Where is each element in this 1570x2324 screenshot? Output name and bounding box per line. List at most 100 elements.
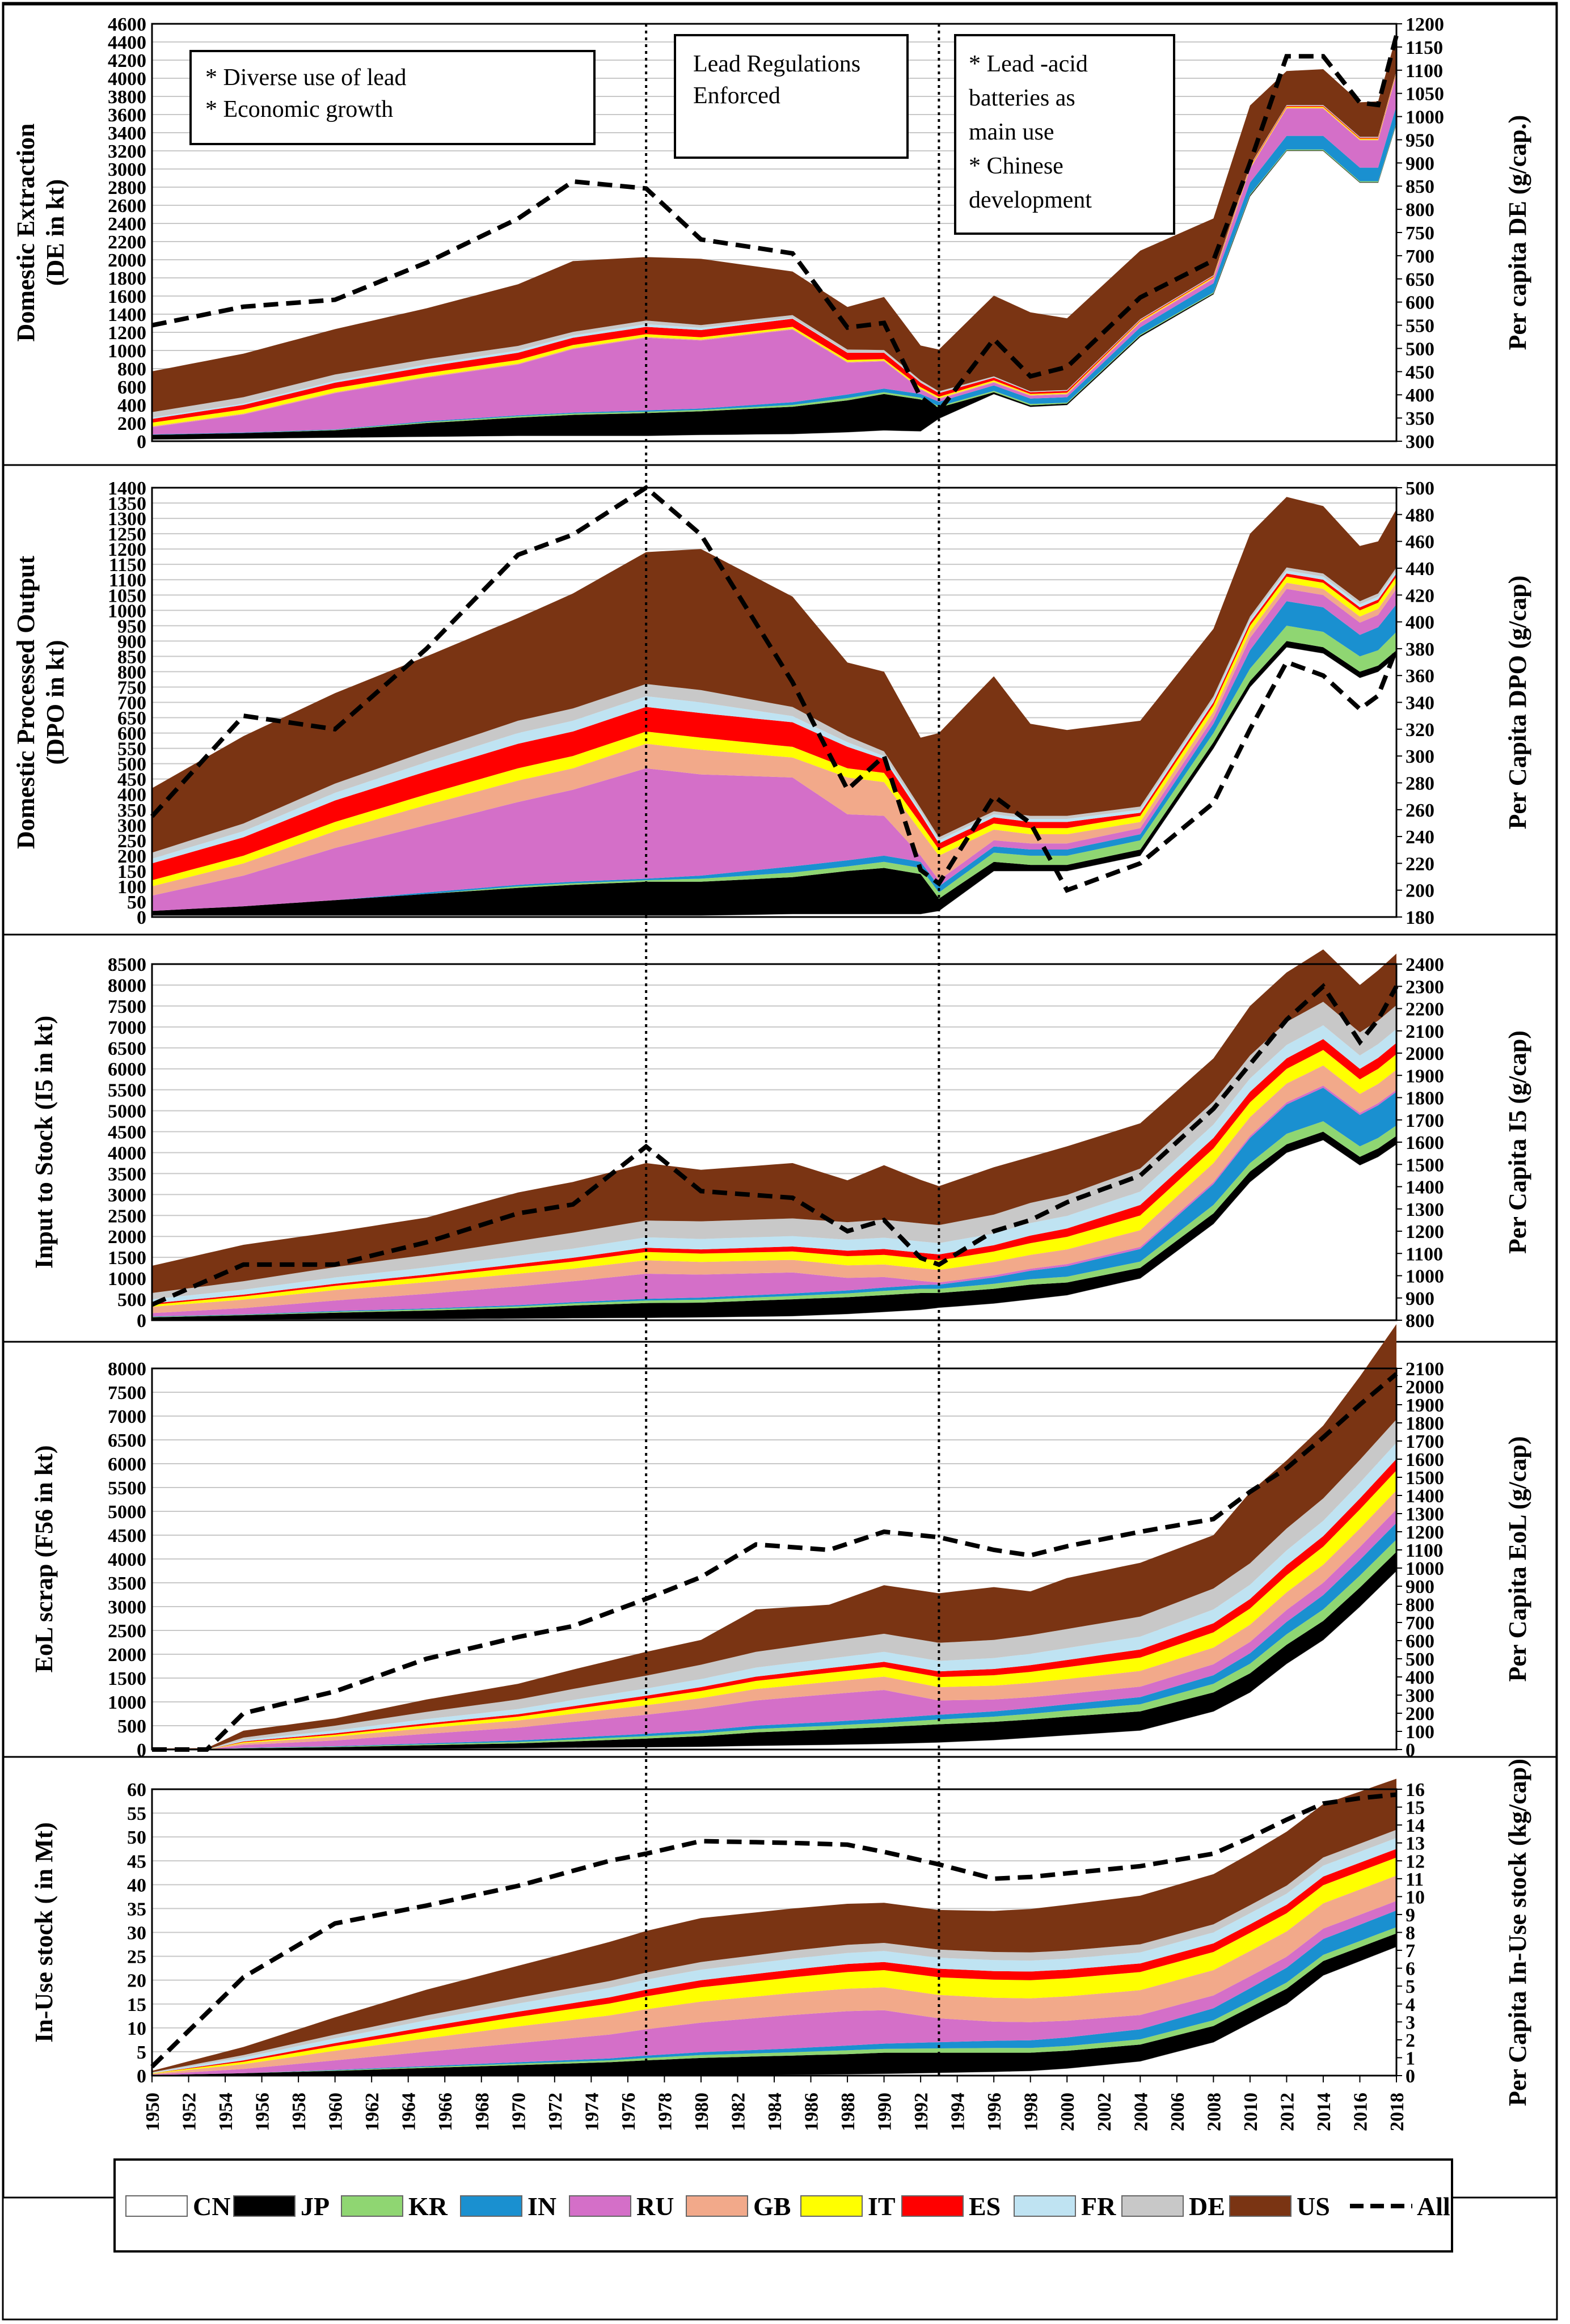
plot-area-frame: [151, 1367, 1398, 1751]
y-tick-label: 35: [127, 1899, 146, 1920]
legend-swatch-es: [901, 2195, 964, 2217]
y2-tick-label: 1800: [1406, 1088, 1444, 1109]
legend-swatch-jp: [233, 2195, 296, 2217]
y-tick-label: 450: [117, 770, 146, 791]
plot-area-frame: [151, 487, 1398, 918]
per-capita-all-line: [151, 35, 1399, 415]
y2-tick-label: 2400: [1406, 954, 1444, 975]
y-tick-label: 350: [117, 800, 146, 821]
y2-tick-label: 500: [1406, 478, 1434, 499]
y-tick-label: 20: [127, 1971, 146, 1992]
y2-tick-label: 5: [1406, 1976, 1415, 1997]
y2-tick-label: 1000: [1406, 107, 1444, 128]
plot-area-frame: [151, 23, 1398, 442]
y2-tick-label: 14: [1406, 1815, 1425, 1836]
chart-panel-stock: 0510152025303540455055600123456789101112…: [2, 1756, 1558, 2199]
y2-tick-label: 16: [1406, 1780, 1425, 1801]
y2-tick-label: 850: [1406, 176, 1434, 197]
annotation-box-3-line-1: * Lead -acid: [969, 51, 1088, 77]
y2-tick-label: 8: [1406, 1923, 1415, 1944]
y2-tick-label: 300: [1406, 1685, 1434, 1706]
y2-tick-label: 9: [1406, 1905, 1415, 1926]
y2-tick-label: 1300: [1406, 1199, 1444, 1220]
y-tick-label: 1800: [108, 268, 146, 289]
y2-tick-label: 1400: [1406, 1177, 1444, 1198]
y-tick-label: 5500: [108, 1080, 146, 1101]
y2-tick-label: 1600: [1406, 1450, 1444, 1471]
y-tick-label: 1350: [108, 493, 146, 514]
y-tick-label: 30: [127, 1923, 146, 1944]
y2-tick-label: 350: [1406, 408, 1434, 429]
y2-tick-label: 1800: [1406, 1413, 1444, 1434]
y-tick-label: 650: [117, 708, 146, 729]
y-tick-label: 0: [137, 907, 146, 928]
y2-tick-label: 300: [1406, 746, 1434, 767]
y-tick-label: 5500: [108, 1478, 146, 1499]
y2-tick-label: 400: [1406, 612, 1434, 633]
annotation-box-1: [189, 50, 596, 145]
y2-tick-label: 550: [1406, 316, 1434, 337]
y-tick-label: 5000: [108, 1502, 146, 1523]
y2-tick-label: 240: [1406, 827, 1434, 848]
y2-tick-label: 950: [1406, 130, 1434, 151]
y2-tick-label: 450: [1406, 362, 1434, 383]
y2-tick-label: 7: [1406, 1941, 1415, 1962]
y-axis-label-line-2: (DE in kt): [41, 179, 69, 286]
y2-tick-label: 11: [1406, 1869, 1424, 1890]
legend-swatch-in: [460, 2195, 522, 2217]
x-tick-label: 2014: [1314, 2093, 1335, 2131]
x-tick-label: 2010: [1240, 2093, 1261, 2131]
x-tick-label: 2016: [1350, 2093, 1371, 2131]
y-tick-label: 3000: [108, 1185, 146, 1206]
y-tick-label: 6000: [108, 1454, 146, 1475]
y2-tick-label: 900: [1406, 1577, 1434, 1598]
y2-tick-label: 500: [1406, 1649, 1434, 1670]
y-tick-label: 200: [117, 846, 146, 867]
legend-swatch-ru: [569, 2195, 631, 2217]
y2-tick-label: 2000: [1406, 1043, 1444, 1064]
y-tick-label: 50: [127, 1827, 146, 1848]
y-tick-label: 900: [117, 631, 146, 652]
chart-panel-eol: 0500100015002000250030003500400045005000…: [2, 1324, 1558, 1761]
legend-label-de: DE: [1189, 2192, 1225, 2221]
y-tick-label: 600: [117, 724, 146, 745]
per-capita-all-line: [150, 1792, 1397, 2069]
y-tick-label: 1500: [108, 1248, 146, 1269]
per-capita-all-line: [151, 983, 1399, 1307]
area-series-gb: [152, 1490, 1396, 1750]
y2-tick-label: 700: [1406, 1613, 1434, 1634]
x-tick-label: 1980: [691, 2093, 712, 2131]
y2-tick-label: 1900: [1406, 1395, 1444, 1416]
area-series-us: [152, 1778, 1396, 2073]
x-tick-label: 2002: [1094, 2093, 1115, 2131]
y-tick-label: 1150: [109, 555, 146, 576]
y-tick-label: 7500: [108, 996, 146, 1017]
y-tick-label: 4400: [108, 32, 146, 53]
y2-tick-label: 1500: [1406, 1155, 1444, 1176]
x-tick-label: 1950: [142, 2093, 163, 2131]
plot-area-frame: [151, 963, 1398, 1321]
y-tick-label: 2600: [108, 196, 146, 217]
area-series-gb: [152, 1065, 1396, 1313]
y2-tick-label: 1100: [1406, 1540, 1443, 1561]
area-series-in: [152, 601, 1396, 911]
y2-tick-label: 1200: [1406, 1522, 1444, 1543]
x-tick-label: 1988: [838, 2093, 859, 2131]
y-tick-label: 3800: [108, 87, 146, 108]
y2-tick-label: 1400: [1406, 1486, 1444, 1507]
y-tick-label: 3400: [108, 123, 146, 144]
x-tick-label: 1962: [362, 2093, 383, 2131]
area-series-es: [152, 1039, 1396, 1305]
y-tick-label: 100: [117, 877, 146, 898]
y-tick-label: 3000: [108, 159, 146, 180]
legend-label-ru: RU: [636, 2192, 674, 2221]
y-tick-label: 6500: [108, 1430, 146, 1451]
per-capita-all-line: [150, 485, 1399, 893]
y2-tick-label: 2300: [1406, 977, 1444, 998]
area-series-de: [152, 567, 1396, 859]
y-tick-label: 4600: [108, 14, 146, 35]
y2-tick-label: 6: [1406, 1959, 1415, 1980]
legend-label-es: ES: [969, 2192, 1001, 2221]
legend-swatch-fr: [1014, 2195, 1076, 2217]
y-tick-label: 8000: [108, 1359, 146, 1380]
